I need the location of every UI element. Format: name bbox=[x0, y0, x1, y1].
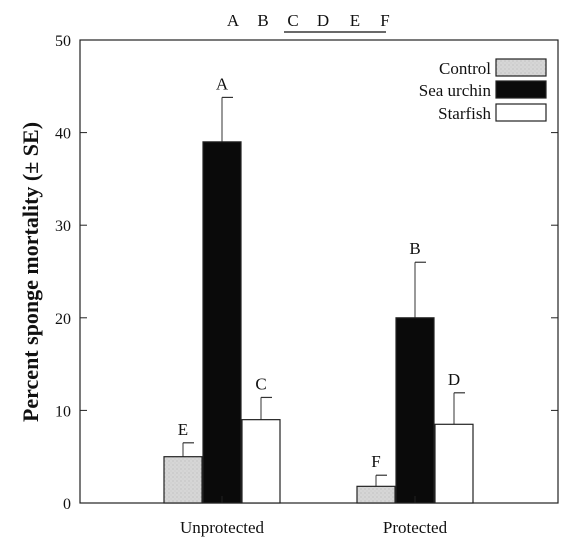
bar bbox=[434, 423, 474, 504]
bar bbox=[395, 317, 435, 504]
legend-swatch bbox=[495, 103, 547, 122]
group-letter: F bbox=[380, 11, 389, 30]
y-axis-label: Percent sponge mortality (± SE) bbox=[18, 122, 43, 422]
group-letter: B bbox=[257, 11, 268, 30]
group-letter: A bbox=[227, 11, 240, 30]
bar-letter: B bbox=[409, 239, 420, 258]
bar-group: E A C F B D bbox=[163, 74, 474, 504]
legend: Control Sea urchin Starfish bbox=[419, 58, 547, 123]
bar-letter: A bbox=[216, 74, 229, 93]
y-tick-label: 40 bbox=[55, 126, 71, 143]
bar-letter: F bbox=[371, 452, 380, 471]
legend-label: Starfish bbox=[438, 104, 491, 123]
y-axis: 0 10 20 30 40 50 bbox=[55, 33, 558, 513]
y-tick-label: 10 bbox=[55, 403, 71, 420]
x-tick-label: Unprotected bbox=[180, 518, 265, 537]
group-letter: C bbox=[287, 11, 298, 30]
x-axis: Unprotected Protected bbox=[180, 496, 448, 537]
y-tick-label: 0 bbox=[63, 496, 71, 513]
y-tick-label: 50 bbox=[55, 33, 71, 50]
legend-swatch bbox=[495, 58, 547, 77]
x-tick-label: Protected bbox=[383, 518, 448, 537]
bar bbox=[163, 456, 203, 504]
legend-label: Control bbox=[439, 59, 491, 78]
y-tick-label: 30 bbox=[55, 218, 71, 235]
bar-letter: E bbox=[178, 420, 188, 439]
bar bbox=[202, 141, 242, 504]
group-letter: E bbox=[350, 11, 360, 30]
bar-letter: C bbox=[255, 374, 266, 393]
y-tick-label: 20 bbox=[55, 311, 71, 328]
bar bbox=[241, 419, 281, 504]
plot-frame bbox=[79, 39, 559, 504]
bar bbox=[356, 485, 396, 504]
bar-letter: D bbox=[448, 370, 460, 389]
legend-swatch bbox=[495, 80, 547, 99]
group-letter: D bbox=[317, 11, 329, 30]
legend-label: Sea urchin bbox=[419, 81, 492, 100]
